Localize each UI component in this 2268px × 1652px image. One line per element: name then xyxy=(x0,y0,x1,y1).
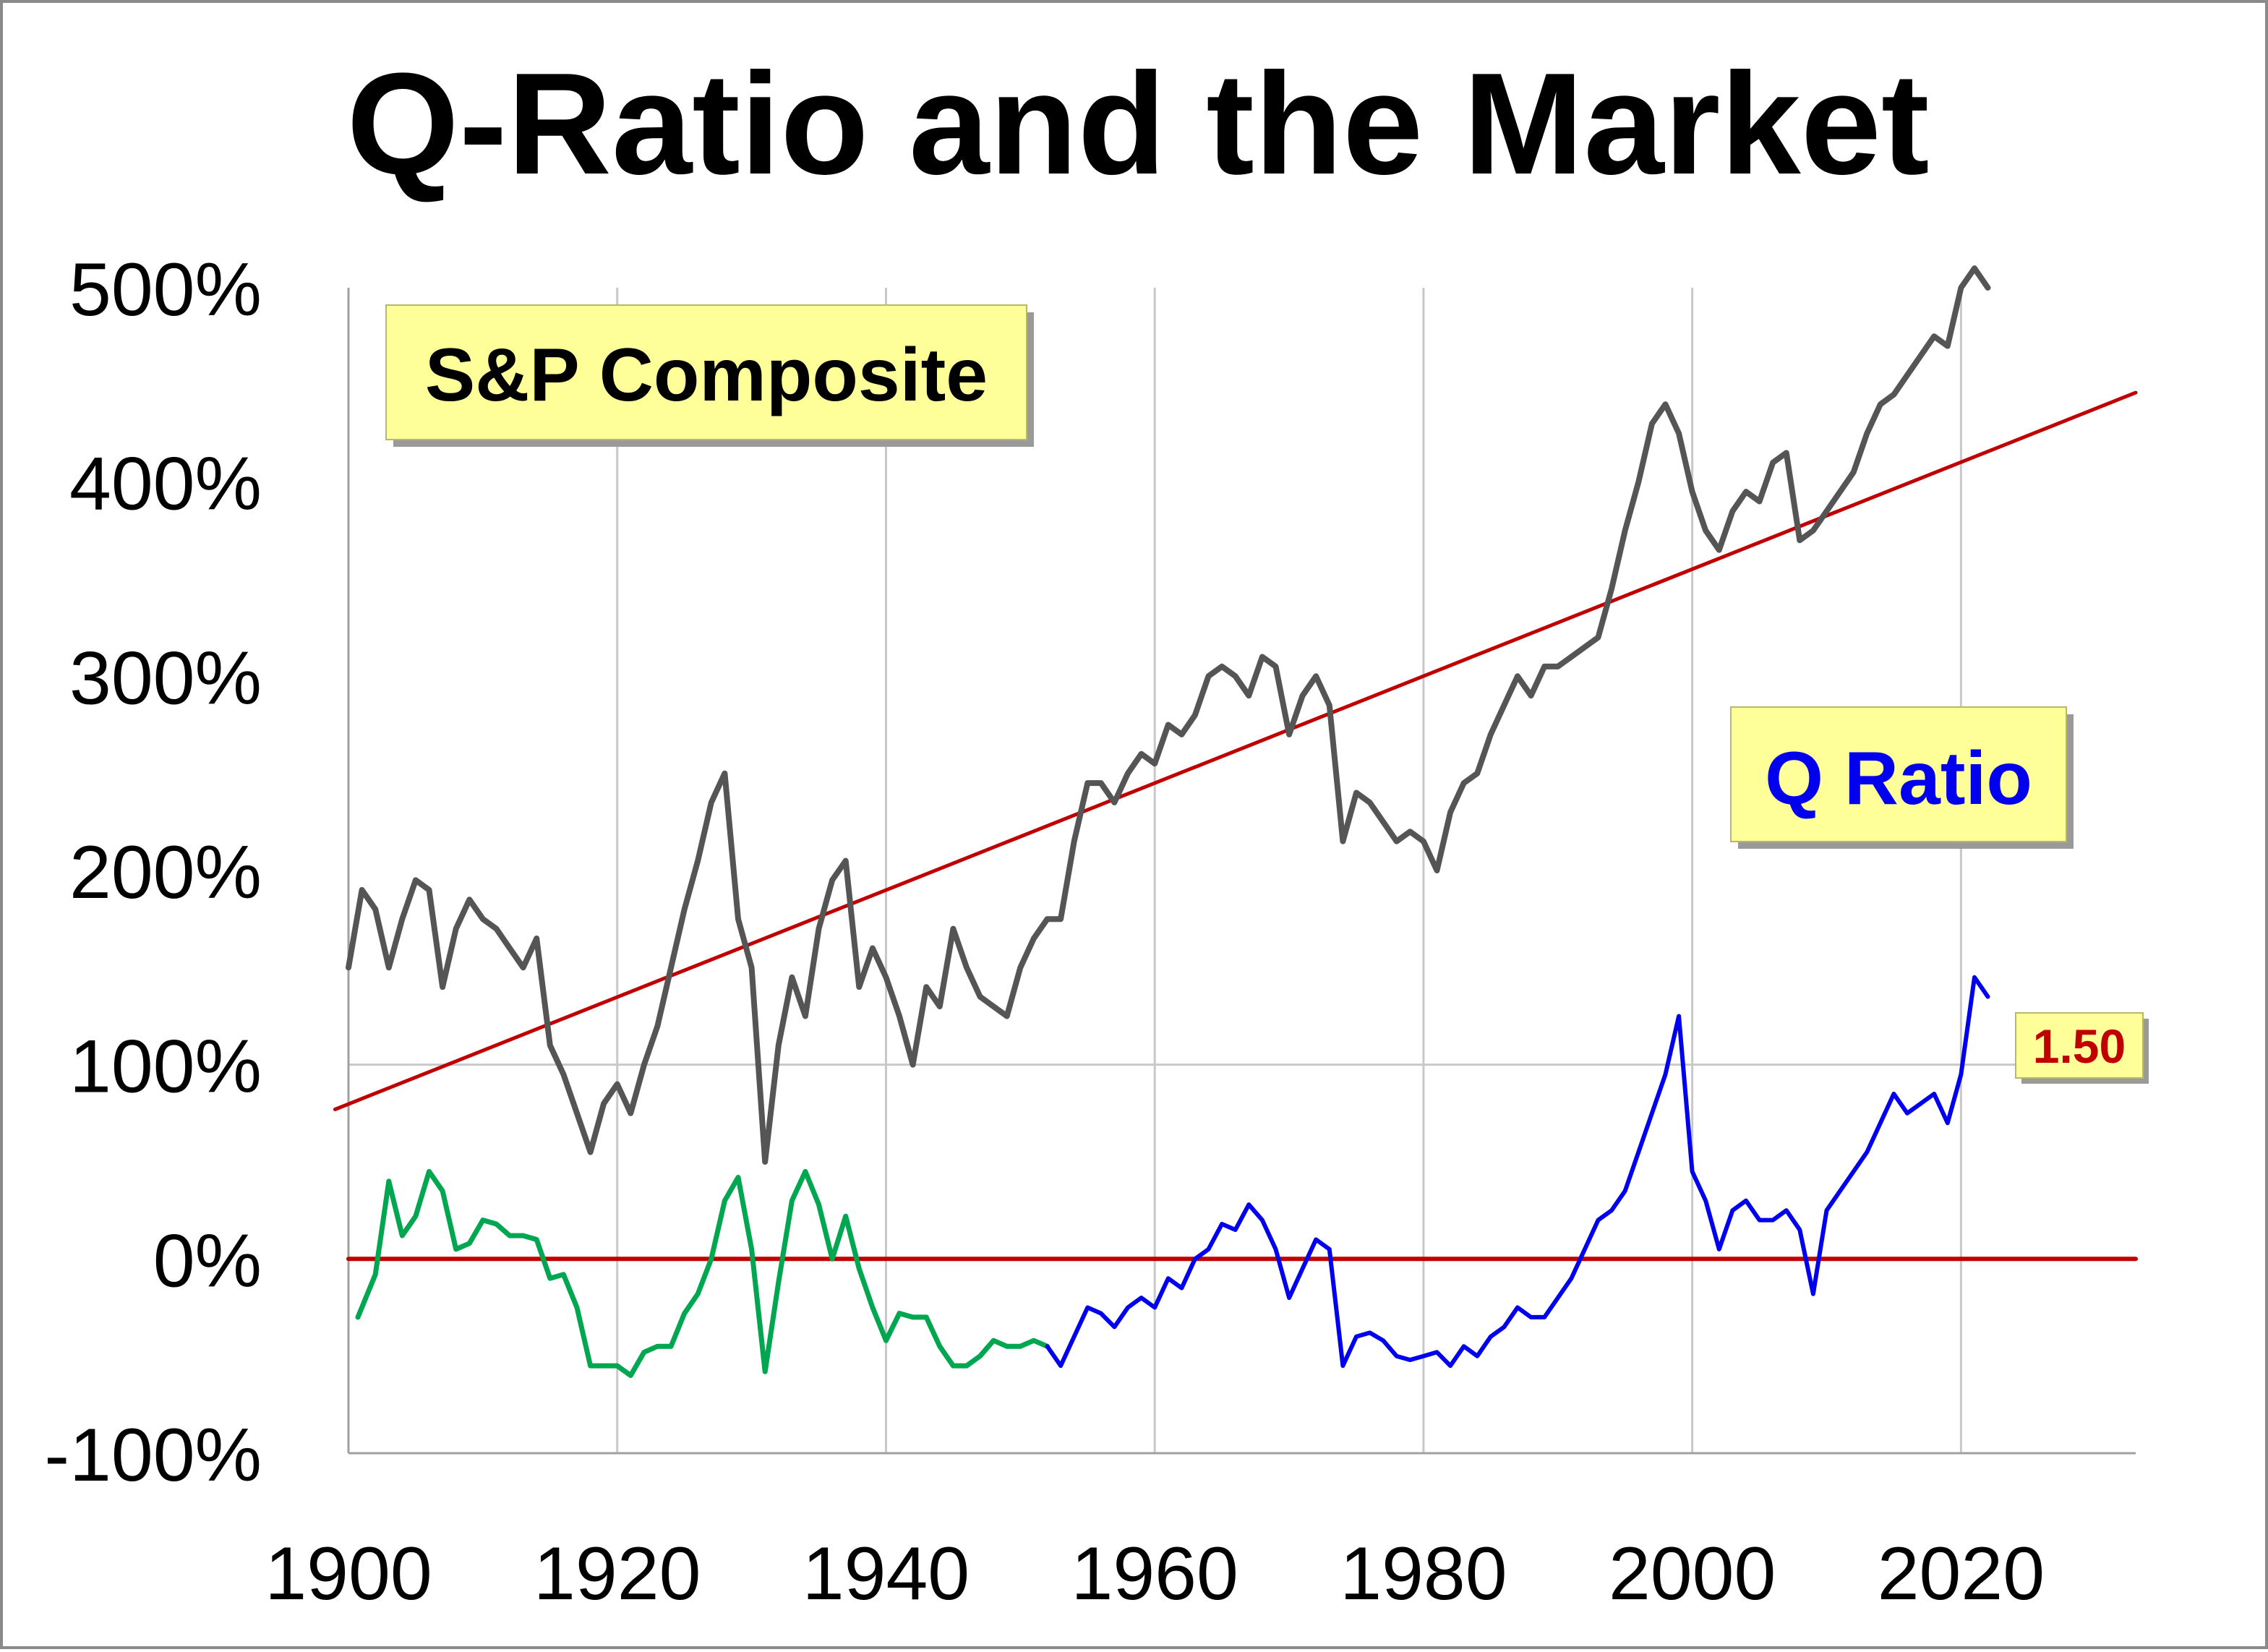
y-tick-label: 300% xyxy=(69,636,262,720)
y-tick-label: 500% xyxy=(69,248,262,332)
sp-label-box: S&P Composite xyxy=(385,304,1034,447)
y-axis-ticks: -100% 0% 100% 200% 300% 400% 500% xyxy=(44,248,262,1497)
q-label-box-bg xyxy=(1730,706,2067,842)
x-tick-label: 2000 xyxy=(1609,1532,1776,1616)
q-label-box: Q Ratio xyxy=(1730,706,2074,849)
y-tick-label: 100% xyxy=(69,1025,262,1109)
y-tick-label: 200% xyxy=(69,831,262,915)
sp-composite-line xyxy=(346,265,1991,1165)
sp-label-box-bg xyxy=(385,304,1027,440)
x-tick-label: 1960 xyxy=(1071,1532,1238,1616)
x-tick-label: 1980 xyxy=(1340,1532,1507,1616)
y-tick-label: -100% xyxy=(44,1413,262,1497)
y-tick-label: 0% xyxy=(153,1219,262,1303)
x-tick-label: 2020 xyxy=(1878,1532,2045,1616)
x-tick-label: 1920 xyxy=(534,1532,701,1616)
y-tick-label: 400% xyxy=(69,442,262,526)
chart-title: Q-Ratio and the Market xyxy=(346,43,1929,205)
x-tick-label: 1900 xyxy=(265,1532,432,1616)
x-tick-label: 1940 xyxy=(803,1532,970,1616)
latest-value-box: 1.50 xyxy=(2015,1012,2149,1084)
trend-line xyxy=(333,390,2138,1111)
q-ratio-blue-line xyxy=(1045,975,1990,1369)
series-lines xyxy=(333,265,2138,1378)
q-ratio-chart: Q-Ratio and the Market -100% 0% 100% 200% 30… xyxy=(44,43,2149,1616)
x-axis-ticks: 1900 1920 1940 1960 1980 2000 2020 xyxy=(265,1532,2045,1616)
q-label: Q Ratio xyxy=(1765,737,2032,821)
q-ratio-green-line xyxy=(355,1168,1050,1378)
grid-lines xyxy=(347,288,2136,1455)
latest-value-box-bg xyxy=(2015,1012,2144,1079)
latest-value-label: 1.50 xyxy=(2033,1019,2126,1073)
sp-label: S&P Composite xyxy=(425,333,988,417)
